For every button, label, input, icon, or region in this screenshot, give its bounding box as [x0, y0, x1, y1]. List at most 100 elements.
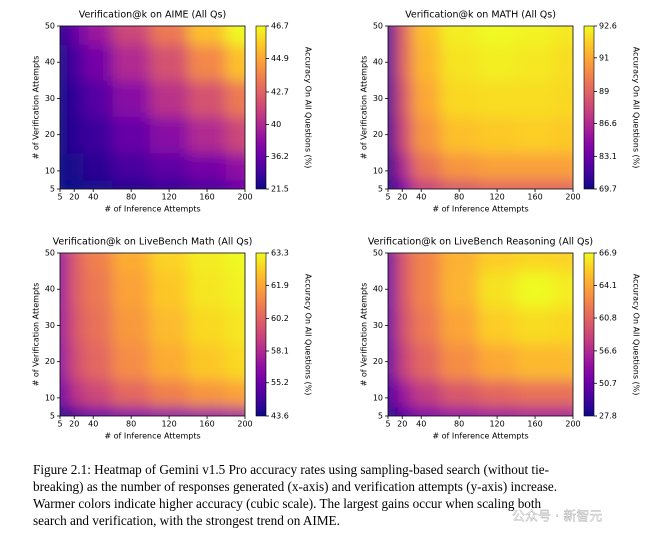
x-tick-label: 20	[397, 420, 407, 429]
heatmap-cell	[395, 253, 413, 272]
x-tick-label: 80	[454, 420, 464, 429]
heatmap-cell	[188, 271, 227, 308]
heatmap	[388, 253, 573, 416]
heatmap-cell	[112, 343, 151, 381]
heatmap-cell	[554, 307, 573, 345]
plot-frame	[387, 252, 574, 417]
heatmap-cell	[388, 26, 396, 45]
heatmap	[60, 26, 245, 189]
x-axis-label: # of Inference Attempts	[432, 205, 528, 214]
x-tick-label: 160	[527, 193, 542, 202]
heatmap-cell	[411, 406, 441, 416]
y-axis-label: # of Verification Attempts	[32, 56, 41, 160]
heatmap-cell	[554, 44, 573, 81]
heatmap-cell	[440, 307, 479, 345]
heatmap-cell	[478, 179, 517, 189]
heatmap-cell	[67, 343, 85, 381]
heatmap-cell	[83, 343, 113, 381]
heatmap-cell	[478, 44, 517, 81]
heatmap-cell	[150, 343, 189, 381]
x-tick-label: 120	[489, 420, 504, 429]
heatmap-cell	[67, 271, 85, 308]
heatmap-cell	[388, 406, 396, 416]
x-tick-label: 20	[397, 193, 407, 202]
y-tick-label: 30	[373, 321, 383, 330]
heatmap-cell	[188, 379, 227, 408]
heatmap-cell	[411, 307, 441, 345]
y-tick-label: 40	[373, 58, 383, 67]
plot-frame	[59, 252, 246, 417]
heatmap-cell	[112, 116, 151, 154]
colorbar-label: Accuracy On All Questions (%)	[304, 47, 313, 169]
heatmap-cell	[516, 406, 555, 416]
heatmap-cell	[388, 379, 396, 408]
heatmap-cell	[388, 44, 396, 81]
colorbar-label: Accuracy On All Questions (%)	[632, 47, 641, 169]
colorbar-tick-label: 56.6	[599, 346, 617, 355]
heatmap-cells	[388, 253, 573, 416]
heatmap-cells	[60, 253, 245, 416]
x-tick-label: 200	[565, 193, 580, 202]
heatmap-cell	[411, 80, 441, 118]
heatmap-cell	[83, 307, 113, 345]
colorbar-tick-label: 58.1	[271, 347, 289, 356]
heatmap-cell	[440, 406, 479, 416]
heatmap-cell	[150, 26, 189, 45]
heatmap-cell	[554, 406, 573, 416]
heatmap-cell	[388, 80, 396, 118]
heatmap-cell	[395, 179, 413, 189]
y-axis-label: # of Verification Attempts	[360, 283, 369, 387]
heatmap-cell	[150, 406, 189, 416]
heatmap-cell	[188, 44, 227, 81]
heatmap-cells	[388, 26, 573, 189]
heatmap-cell	[150, 271, 189, 308]
heatmap-cell	[516, 152, 555, 181]
heatmap-cell	[226, 152, 245, 181]
x-tick-label: 40	[88, 420, 98, 429]
heatmap-cell	[150, 179, 189, 189]
heatmap-cell	[188, 307, 227, 345]
heatmap-cell	[411, 253, 441, 272]
heatmap-cell	[516, 80, 555, 118]
heatmap-cell	[60, 253, 68, 272]
y-tick-label: 5	[50, 185, 55, 194]
heatmap-cell	[554, 379, 573, 408]
heatmap-cell	[67, 152, 85, 181]
heatmap-cell	[188, 116, 227, 154]
heatmap-cell	[67, 179, 85, 189]
heatmap-cell	[411, 179, 441, 189]
heatmap-cell	[440, 271, 479, 308]
heatmap-cell	[112, 179, 151, 189]
heatmap-cell	[516, 26, 555, 45]
colorbar-tick-label: 21.5	[271, 185, 289, 194]
heatmap-cell	[150, 152, 189, 181]
heatmap-cell	[440, 116, 479, 154]
heatmap-cell	[478, 152, 517, 181]
heatmap-cell	[478, 253, 517, 272]
heatmap-cell	[83, 80, 113, 118]
heatmap-cell	[150, 44, 189, 81]
chart-title: Verification@k on MATH (All Qs)	[405, 10, 556, 21]
heatmap-cell	[83, 116, 113, 154]
x-axis-label: # of Inference Attempts	[432, 432, 528, 441]
x-tick-label: 20	[69, 193, 79, 202]
caption-line: breaking) as the number of responses gen…	[33, 479, 557, 494]
x-tick-label: 5	[57, 193, 62, 202]
heatmap-cell	[112, 80, 151, 118]
colorbar-tick-label: 61.9	[271, 281, 289, 290]
heatmap-cell	[67, 26, 85, 45]
x-axis-label: # of Inference Attempts	[104, 432, 200, 441]
colorbar-tick-label: 50.7	[599, 379, 617, 388]
heatmap-cell	[516, 116, 555, 154]
x-axis-label: # of Inference Attempts	[104, 205, 200, 214]
y-tick-label: 20	[373, 357, 383, 366]
plot-frame	[59, 25, 246, 190]
colorbar-tick-label: 83.1	[599, 152, 617, 161]
heatmap-cell	[188, 253, 227, 272]
heatmap-cell	[60, 406, 68, 416]
heatmap-cell	[388, 343, 396, 381]
y-axis-label: # of Verification Attempts	[32, 283, 41, 387]
heatmap-cell	[83, 379, 113, 408]
heatmap-cell	[67, 116, 85, 154]
